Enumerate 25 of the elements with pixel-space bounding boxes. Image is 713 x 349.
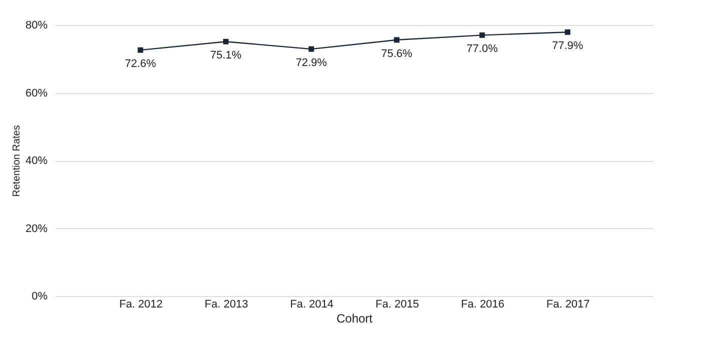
data-label: 72.9% <box>296 57 328 70</box>
x-tick-label: Fa. 2017 <box>546 298 590 310</box>
data-label: 75.1% <box>210 50 242 62</box>
x-tick-label: Fa. 2014 <box>290 298 334 310</box>
data-label: 77.9% <box>552 40 584 52</box>
y-axis-title: Retention Rates <box>11 125 22 197</box>
point <box>138 47 144 53</box>
point <box>223 38 229 44</box>
point <box>564 29 570 35</box>
point <box>308 46 314 52</box>
point <box>479 32 485 38</box>
x-axis-title: Cohort <box>336 312 374 326</box>
data-label: 77.0% <box>466 43 498 56</box>
y-tick-label: 0% <box>32 290 48 302</box>
point <box>394 37 400 43</box>
data-label: 75.6% <box>381 48 413 60</box>
x-tick-label: Fa. 2016 <box>460 298 504 310</box>
x-tick-label: Fa. 2013 <box>204 298 248 310</box>
x-tick-label: Fa. 2015 <box>376 298 419 310</box>
y-tick-label: 80% <box>25 20 48 32</box>
y-tick-label: 60% <box>25 87 48 100</box>
data-label: 72.6% <box>124 58 156 70</box>
x-tick-label: Fa. 2012 <box>119 298 163 310</box>
y-tick-label: 40% <box>25 155 48 167</box>
y-tick-label: 20% <box>25 222 48 235</box>
